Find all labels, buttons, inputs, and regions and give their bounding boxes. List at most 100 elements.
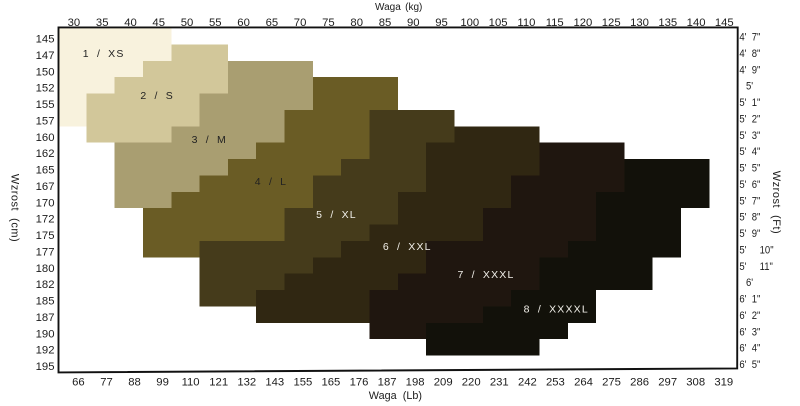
svg-text:5' 6": 5' 6" <box>739 179 760 191</box>
svg-text:198: 198 <box>406 376 425 388</box>
svg-text:99: 99 <box>156 376 169 388</box>
svg-text:110: 110 <box>517 17 535 29</box>
svg-text:140: 140 <box>687 17 706 29</box>
svg-text:66: 66 <box>72 376 85 388</box>
svg-text:Wzrost (Ft): Wzrost (Ft) <box>770 171 782 234</box>
svg-text:121: 121 <box>209 376 228 388</box>
svg-text:110: 110 <box>182 376 200 388</box>
svg-text:6' 2": 6' 2" <box>739 311 760 323</box>
svg-text:7 / XXXL: 7 / XXXL <box>457 269 514 281</box>
svg-text:125: 125 <box>602 17 621 29</box>
svg-text:162: 162 <box>36 148 55 160</box>
svg-text:130: 130 <box>630 17 649 29</box>
svg-text:145: 145 <box>715 17 734 29</box>
svg-text:2 / S: 2 / S <box>140 90 174 102</box>
svg-text:177: 177 <box>36 246 55 258</box>
svg-text:85: 85 <box>379 17 392 29</box>
svg-text:Wzrost (cm): Wzrost (cm) <box>9 174 21 242</box>
svg-text:5' 3": 5' 3" <box>739 130 760 142</box>
svg-text:319: 319 <box>714 376 733 388</box>
svg-text:5' 5": 5' 5" <box>739 163 760 175</box>
svg-text:8 / XXXXL: 8 / XXXXL <box>524 303 589 315</box>
svg-text:182: 182 <box>36 279 55 291</box>
svg-text:100: 100 <box>460 17 479 29</box>
svg-text:6' 3": 6' 3" <box>739 327 760 339</box>
svg-text:80: 80 <box>350 17 363 29</box>
svg-text:187: 187 <box>378 376 397 388</box>
svg-text:286: 286 <box>630 376 649 388</box>
svg-text:40: 40 <box>124 17 137 29</box>
svg-text:242: 242 <box>518 376 537 388</box>
svg-text:1 / XS: 1 / XS <box>83 48 125 60</box>
svg-text:5' 4": 5' 4" <box>739 147 760 159</box>
svg-text:6 / XXL: 6 / XXL <box>383 241 432 253</box>
svg-text:5': 5' <box>746 81 753 93</box>
svg-text:5' 2": 5' 2" <box>739 114 760 126</box>
svg-text:155: 155 <box>293 376 312 388</box>
svg-text:143: 143 <box>265 376 284 388</box>
svg-text:Waga (Lb): Waga (Lb) <box>369 390 422 402</box>
svg-text:55: 55 <box>209 17 222 29</box>
svg-text:5' 7": 5' 7" <box>739 196 760 208</box>
svg-text:60: 60 <box>237 17 250 29</box>
svg-text:170: 170 <box>36 197 55 209</box>
svg-text:165: 165 <box>321 376 340 388</box>
svg-text:150: 150 <box>36 66 55 78</box>
svg-text:5 / XL: 5 / XL <box>316 209 357 221</box>
svg-text:4' 8": 4' 8" <box>739 48 760 60</box>
svg-text:6': 6' <box>746 278 753 290</box>
svg-text:192: 192 <box>36 345 55 357</box>
svg-text:75: 75 <box>322 17 335 29</box>
svg-text:264: 264 <box>574 376 593 388</box>
svg-text:6' 1": 6' 1" <box>739 294 760 306</box>
svg-text:187: 187 <box>36 312 55 324</box>
svg-text:195: 195 <box>36 361 55 373</box>
svg-text:90: 90 <box>407 17 420 29</box>
svg-text:175: 175 <box>36 230 55 242</box>
svg-text:253: 253 <box>546 376 565 388</box>
svg-text:6' 4": 6' 4" <box>739 343 760 355</box>
svg-text:167: 167 <box>36 181 55 193</box>
svg-text:35: 35 <box>96 17 109 29</box>
svg-text:147: 147 <box>36 50 55 62</box>
svg-text:70: 70 <box>294 17 307 29</box>
svg-text:209: 209 <box>434 376 453 388</box>
svg-text:165: 165 <box>36 165 55 177</box>
svg-text:77: 77 <box>100 376 113 388</box>
svg-text:115: 115 <box>546 17 564 29</box>
svg-text:135: 135 <box>658 17 677 29</box>
svg-text:180: 180 <box>36 263 55 275</box>
svg-text:65: 65 <box>266 17 279 29</box>
svg-text:231: 231 <box>490 376 509 388</box>
svg-text:172: 172 <box>36 214 55 226</box>
svg-text:297: 297 <box>658 376 677 388</box>
svg-text:45: 45 <box>152 17 165 29</box>
svg-text:152: 152 <box>36 83 55 95</box>
svg-text:145: 145 <box>36 34 55 46</box>
svg-text:308: 308 <box>686 376 705 388</box>
svg-text:176: 176 <box>350 376 369 388</box>
svg-text:185: 185 <box>36 296 55 308</box>
svg-text:88: 88 <box>128 376 141 388</box>
svg-text:95: 95 <box>435 17 448 29</box>
svg-text:5' 1": 5' 1" <box>739 98 760 110</box>
svg-text:190: 190 <box>36 328 55 340</box>
svg-text:275: 275 <box>602 376 621 388</box>
svg-text:3 / M: 3 / M <box>192 134 227 146</box>
svg-text:132: 132 <box>237 376 256 388</box>
svg-text:4' 7": 4' 7" <box>739 32 760 44</box>
svg-text:4' 9": 4' 9" <box>739 65 760 77</box>
svg-text:50: 50 <box>181 17 194 29</box>
svg-text:5' 8": 5' 8" <box>739 212 760 224</box>
svg-text:4 / L: 4 / L <box>255 176 287 188</box>
svg-text:160: 160 <box>36 132 55 144</box>
svg-text:105: 105 <box>489 17 508 29</box>
svg-text:Waga (kg): Waga (kg) <box>375 2 422 13</box>
svg-text:5' 11": 5' 11" <box>739 261 773 273</box>
svg-text:30: 30 <box>68 17 81 29</box>
svg-text:155: 155 <box>36 99 55 111</box>
svg-text:5' 10": 5' 10" <box>739 245 774 257</box>
svg-text:120: 120 <box>573 17 592 29</box>
svg-text:6' 5": 6' 5" <box>739 360 760 372</box>
svg-text:157: 157 <box>36 115 55 127</box>
